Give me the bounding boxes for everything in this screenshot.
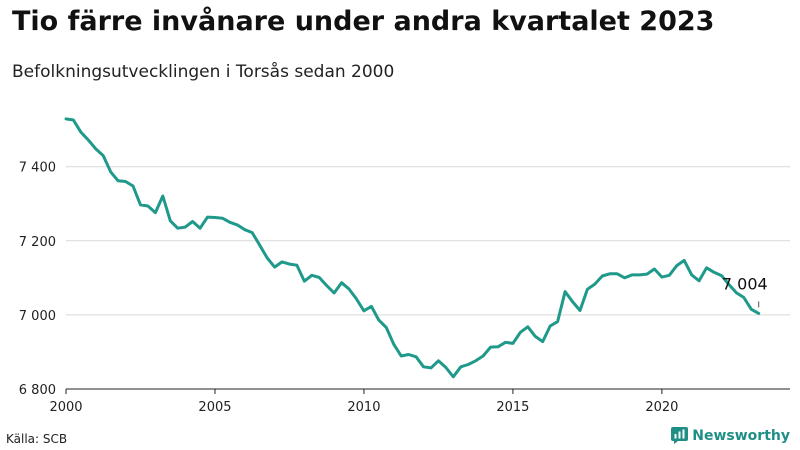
- x-tick-label: 2010: [347, 400, 380, 415]
- y-axis: 6 800 7 000 7 200 7 400: [19, 161, 56, 398]
- series-line: [64, 117, 761, 379]
- gridlines: [66, 166, 790, 390]
- x-tick-label: 2000: [49, 400, 82, 415]
- x-tick-label: 2020: [645, 400, 678, 415]
- x-axis: 2000 2005 2010 2015 2020: [49, 389, 678, 415]
- series-group: [64, 117, 761, 379]
- y-tick-label: 7 200: [19, 235, 56, 250]
- newsworthy-logo-icon: [671, 427, 689, 444]
- source-note: Källa: SCB: [6, 432, 68, 446]
- x-tick-label: 2005: [198, 400, 231, 415]
- brand-name: Newsworthy: [692, 427, 790, 444]
- y-tick-label: 6 800: [19, 383, 56, 398]
- brand-logo: Newsworthy: [671, 427, 790, 444]
- x-tick-label: 2015: [496, 400, 529, 415]
- y-tick-label: 7 400: [19, 161, 56, 176]
- end-value-label: 7 004: [722, 274, 768, 293]
- chart-subtitle: Befolkningsutvecklingen i Torsås sedan 2…: [12, 62, 395, 82]
- chart-title: Tio färre invånare under andra kvartalet…: [12, 6, 715, 37]
- y-tick-label: 7 000: [19, 309, 56, 324]
- annotations: 7 004: [722, 274, 768, 308]
